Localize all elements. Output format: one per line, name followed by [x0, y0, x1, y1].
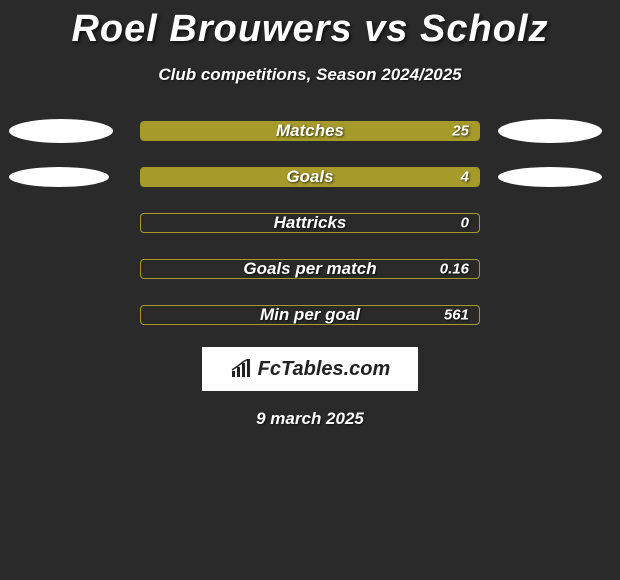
right-ellipse: [498, 167, 602, 187]
stat-label: Goals: [286, 167, 333, 187]
brand-badge: FcTables.com: [202, 347, 418, 391]
page-title: Roel Brouwers vs Scholz: [0, 0, 620, 51]
date-text: 9 march 2025: [0, 409, 620, 429]
brand-chart-icon: [230, 359, 252, 379]
stat-bar: Goals per match 0.16: [140, 259, 480, 279]
stat-bar: Matches 25: [140, 121, 480, 141]
stat-bar: Hattricks 0: [140, 213, 480, 233]
stat-row: Goals 4: [0, 167, 620, 187]
stat-label: Hattricks: [274, 213, 347, 233]
stat-label: Goals per match: [243, 259, 376, 279]
stat-rows: Matches 25 Goals 4 Hattricks 0 Goals per match…: [0, 121, 620, 325]
stat-bar: Min per goal 561: [140, 305, 480, 325]
left-ellipse: [9, 119, 113, 143]
stat-row: Hattricks 0: [0, 213, 620, 233]
stat-value: 0.16: [440, 261, 469, 278]
left-ellipse: [9, 167, 109, 187]
stat-value: 0: [461, 215, 469, 232]
stat-value: 4: [461, 169, 469, 186]
brand-text: FcTables.com: [258, 358, 391, 381]
subtitle: Club competitions, Season 2024/2025: [0, 65, 620, 85]
stat-label: Matches: [276, 121, 344, 141]
right-ellipse: [498, 119, 602, 143]
stat-row: Matches 25: [0, 121, 620, 141]
stat-bar: Goals 4: [140, 167, 480, 187]
stat-value: 25: [452, 123, 469, 140]
stat-label: Min per goal: [260, 305, 360, 325]
stat-row: Min per goal 561: [0, 305, 620, 325]
stat-value: 561: [444, 307, 469, 324]
stat-row: Goals per match 0.16: [0, 259, 620, 279]
